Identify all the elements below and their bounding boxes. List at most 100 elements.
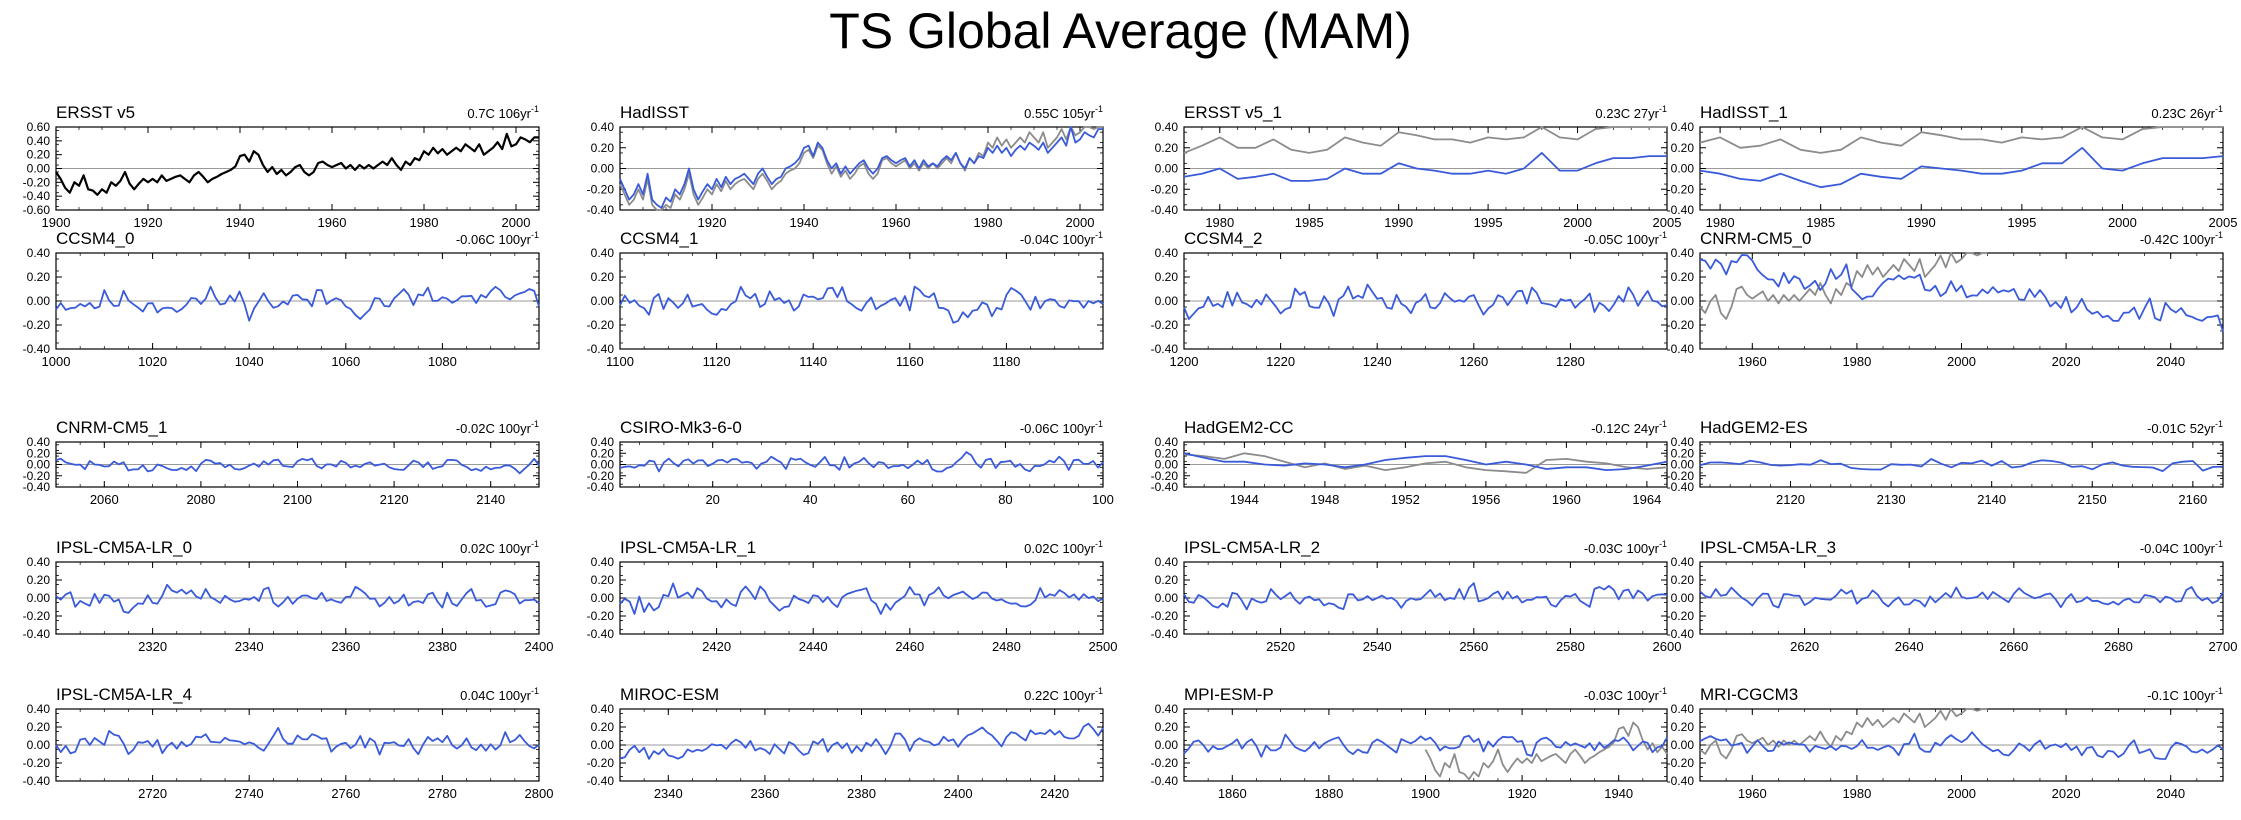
x-tick-label: 2340 bbox=[654, 786, 683, 801]
x-tick-label: 1980 bbox=[1205, 215, 1234, 230]
y-tick-label: -0.40 bbox=[1667, 627, 1695, 641]
x-tick-label: 1956 bbox=[1471, 492, 1500, 507]
panel-title: IPSL-CM5A-LR_2 bbox=[1184, 538, 1320, 557]
trend-label: -0.06C 100yr-1 bbox=[456, 230, 539, 247]
panel-title: IPSL-CM5A-LR_4 bbox=[56, 685, 192, 704]
chart-panel: ERSST v5 0.7C 106yr-1 0.600.400.200.00-0.2… bbox=[23, 103, 540, 230]
x-tick-label: 1900 bbox=[1411, 786, 1440, 801]
x-tick-label: 2360 bbox=[331, 639, 360, 654]
x-tick-label: 60 bbox=[901, 492, 915, 507]
x-tick-label: 2005 bbox=[1653, 215, 1682, 230]
trend-exponent: -1 bbox=[1095, 419, 1103, 429]
y-tick-label: -0.40 bbox=[1151, 774, 1179, 788]
trend-label: -0.03C 100yr-1 bbox=[1584, 539, 1667, 556]
x-tick-label: 1860 bbox=[1218, 786, 1247, 801]
trend-label: -0.1C 100yr-1 bbox=[2147, 686, 2223, 703]
x-tick-label: 2500 bbox=[1089, 639, 1118, 654]
x-tick-label: 2640 bbox=[1895, 639, 1924, 654]
trend-exponent: -1 bbox=[531, 419, 539, 429]
trend-exponent: -1 bbox=[1095, 230, 1103, 240]
y-tick-label: 0.20 bbox=[27, 720, 51, 734]
x-tick-label: 2140 bbox=[1977, 492, 2006, 507]
y-tick-label: 0.00 bbox=[591, 458, 615, 472]
x-tick-label: 2020 bbox=[2052, 786, 2081, 801]
x-tick-label: 2420 bbox=[702, 639, 731, 654]
y-tick-label: 0.00 bbox=[1671, 294, 1695, 308]
observation-line bbox=[55, 132, 539, 196]
y-tick-label: 0.40 bbox=[27, 246, 51, 260]
chart-panel: CCSM4_2 -0.05C 100yr-1 0.40 0.20 0.00 -0.20 -0… bbox=[1151, 229, 1668, 369]
obs_overlay-line bbox=[1183, 452, 1668, 474]
panel-title: HadISST_1 bbox=[1700, 103, 1788, 122]
x-tick-label: 2760 bbox=[331, 786, 360, 801]
y-tick-label: 0.00 bbox=[1671, 162, 1695, 176]
x-tick-label: 1240 bbox=[1363, 354, 1392, 369]
x-tick-label: 2580 bbox=[1556, 639, 1585, 654]
x-tick-label: 2520 bbox=[1266, 639, 1295, 654]
x-tick-label: 2080 bbox=[186, 492, 215, 507]
y-tick-label: 0.40 bbox=[1671, 246, 1695, 260]
y-tick-label: 0.00 bbox=[1155, 591, 1179, 605]
y-tick-label: -0.20 bbox=[1151, 756, 1179, 770]
model-line bbox=[619, 582, 1104, 615]
model-line bbox=[1183, 582, 1668, 611]
y-tick-label: -0.40 bbox=[587, 627, 615, 641]
y-tick-label: 0.40 bbox=[1671, 702, 1695, 716]
y-tick-label: -0.20 bbox=[1667, 756, 1695, 770]
x-tick-label: 1980 bbox=[1842, 786, 1871, 801]
y-tick-label: -0.40 bbox=[1667, 203, 1695, 217]
x-tick-label: 1960 bbox=[1738, 786, 1767, 801]
y-tick-label: 0.20 bbox=[591, 573, 615, 587]
chart-panel: MRI-CGCM3 -0.1C 100yr-1 0.40 0.20 0.00 -0.20 -… bbox=[1667, 685, 2224, 801]
x-tick-label: 1000 bbox=[42, 354, 71, 369]
y-tick-label: 0.20 bbox=[1155, 270, 1179, 284]
x-tick-label: 2040 bbox=[2156, 786, 2185, 801]
x-tick-label: 1985 bbox=[1806, 215, 1835, 230]
x-tick-label: 1020 bbox=[138, 354, 167, 369]
y-tick-label: -0.40 bbox=[1667, 342, 1695, 356]
y-tick-label: 0.40 bbox=[591, 120, 615, 134]
y-tick-label: 0.20 bbox=[27, 573, 51, 587]
x-tick-label: 2140 bbox=[476, 492, 505, 507]
chart-panel: CCSM4_1 -0.04C 100yr-1 0.40 0.20 0.00 -0.20 -0… bbox=[587, 229, 1104, 369]
x-tick-label: 1960 bbox=[318, 215, 347, 230]
x-tick-label: 40 bbox=[803, 492, 817, 507]
model-line bbox=[55, 727, 540, 756]
y-tick-label: 0.20 bbox=[591, 446, 615, 460]
x-tick-label: 1880 bbox=[1314, 786, 1343, 801]
x-tick-label: 1260 bbox=[1459, 354, 1488, 369]
x-tick-label: 2680 bbox=[2104, 639, 2133, 654]
panel-title: CCSM4_2 bbox=[1184, 229, 1262, 248]
trend-exponent: -1 bbox=[531, 230, 539, 240]
chart-panel: HadISST 0.55C 105yr-1 0.40 0.20 0.00 -0.20 -0.… bbox=[587, 103, 1104, 230]
model-line bbox=[1183, 151, 1667, 182]
trend-label: 0.22C 100yr-1 bbox=[1024, 686, 1103, 703]
panel-title: CCSM4_0 bbox=[56, 229, 134, 248]
model-line bbox=[1699, 731, 2224, 760]
trend-label: 0.04C 100yr-1 bbox=[460, 686, 539, 703]
y-tick-label: -0.20 bbox=[587, 756, 615, 770]
trend-label: 0.02C 100yr-1 bbox=[1024, 539, 1103, 556]
y-tick-label: 0.00 bbox=[27, 591, 51, 605]
x-tick-label: 1940 bbox=[226, 215, 255, 230]
trend-label: -0.03C 100yr-1 bbox=[1584, 686, 1667, 703]
x-tick-label: 1160 bbox=[896, 354, 924, 369]
model-line bbox=[1183, 452, 1668, 472]
panel-title: IPSL-CM5A-LR_3 bbox=[1700, 538, 1836, 557]
y-tick-label: 0.20 bbox=[1155, 720, 1179, 734]
y-tick-label: -0.40 bbox=[587, 774, 615, 788]
y-tick-label: 0.40 bbox=[27, 435, 51, 449]
x-tick-label: 1960 bbox=[1738, 354, 1767, 369]
trend-label: 0.23C 27yr-1 bbox=[1595, 104, 1667, 121]
y-tick-label: 0.00 bbox=[591, 738, 615, 752]
x-tick-label: 2005 bbox=[2209, 215, 2238, 230]
obs_overlay-line bbox=[1424, 721, 1668, 781]
x-tick-label: 1948 bbox=[1310, 492, 1339, 507]
trend-exponent: -1 bbox=[1659, 539, 1667, 549]
x-tick-label: 2780 bbox=[428, 786, 457, 801]
y-tick-label: 0.20 bbox=[27, 148, 51, 162]
y-tick-label: -0.20 bbox=[587, 182, 615, 196]
model-line bbox=[55, 457, 540, 475]
panel-title: MPI-ESM-P bbox=[1184, 685, 1274, 704]
x-tick-label: 1964 bbox=[1632, 492, 1661, 507]
